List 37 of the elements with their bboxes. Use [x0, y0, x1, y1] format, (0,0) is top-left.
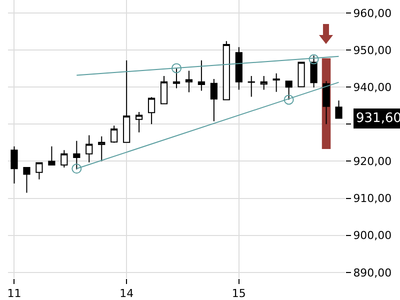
candlestick	[10, 146, 18, 184]
candlestick	[23, 167, 30, 194]
x-tick-label: 15	[232, 287, 246, 300]
candlestick	[272, 72, 280, 92]
y-tick-label: 950,00	[353, 44, 392, 57]
y-tick-label: 920,00	[353, 155, 392, 168]
candlestick	[248, 75, 255, 98]
point	[172, 63, 182, 74]
y-tick-label: 910,00	[353, 192, 392, 206]
candlestick	[298, 62, 305, 88]
candlestick	[123, 60, 130, 144]
x-tick-label: 11	[7, 287, 22, 300]
candlestick	[310, 55, 318, 88]
candlestick	[86, 134, 93, 163]
candlestick	[36, 162, 43, 180]
candlestick	[160, 75, 168, 104]
y-tick-label: 890,00	[353, 266, 392, 280]
candlestick	[335, 100, 342, 119]
candlestick	[60, 150, 68, 168]
x-tick-label: 14	[120, 287, 134, 300]
y-tick-label: 960,00	[353, 6, 392, 20]
candlestick	[148, 96, 156, 125]
candlestick	[235, 46, 242, 90]
point	[284, 94, 294, 105]
candlestick	[198, 60, 206, 92]
point	[72, 164, 82, 174]
y-tick-label: 900,00	[353, 229, 392, 242]
candlestick	[136, 111, 143, 133]
y-tick-label: 940,00	[353, 80, 392, 94]
candlestick	[98, 136, 106, 162]
point	[308, 54, 319, 64]
candlestick	[185, 70, 193, 93]
candlestick	[210, 78, 218, 122]
candlestick	[48, 146, 56, 166]
candlestick	[260, 75, 268, 90]
candlestick	[222, 40, 230, 101]
candlestick	[110, 125, 118, 144]
